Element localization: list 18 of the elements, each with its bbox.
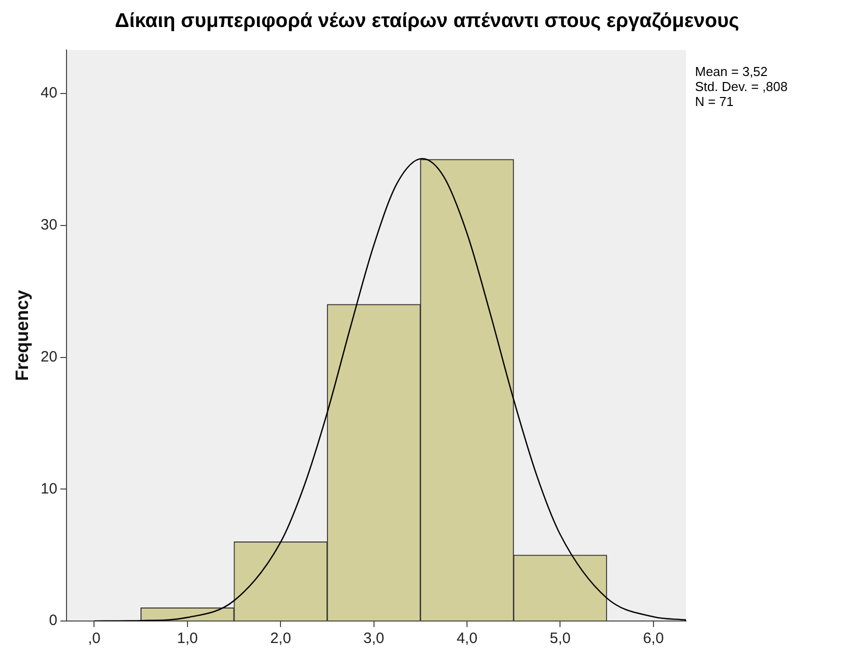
text: N = 71 [695,94,735,109]
y-tick-label: 20 [40,348,58,366]
text: Std. Dev. = ,808 [695,79,788,94]
x-tick-label: 3,0 [363,630,384,648]
x-tick-label: 4,0 [456,630,478,648]
y-axis-title: Frequency [12,290,32,382]
line-series [94,158,686,621]
text: Mean = 3,52 [695,64,769,79]
y-tick-label: 0 [48,612,58,630]
x-tick-label: 5,0 [550,630,571,648]
y-tick-label: 30 [40,216,58,234]
x-tick-label: 1,0 [177,630,198,648]
x-tick-label: ,0 [88,630,100,648]
x-tick-label: 6,0 [642,630,664,648]
x-tick-label: 2,0 [270,630,292,648]
chart-title: Δίκαιη συμπεριφορά νέων εταίρων απέναντι στους εργαζόμενους [114,10,740,33]
y-tick-label: 40 [40,84,58,102]
y-tick-label: 10 [40,480,58,498]
